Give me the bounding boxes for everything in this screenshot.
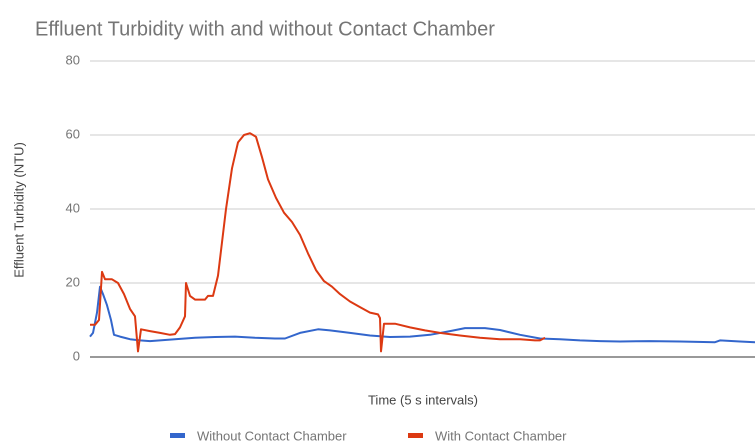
y-tick-label: 20: [66, 274, 80, 289]
y-tick-label: 80: [66, 52, 80, 67]
y-tick-label: 40: [66, 200, 80, 215]
legend-label: Without Contact Chamber: [197, 428, 347, 443]
legend-swatch: [170, 433, 185, 438]
series-line: [89, 285, 755, 344]
y-tick-label: 60: [66, 126, 80, 141]
legend-swatch: [408, 433, 423, 438]
x-axis-title: Time (5 s intervals): [368, 392, 478, 407]
y-tick-label: 0: [73, 348, 80, 363]
y-axis-title: Effluent Turbidity (NTU): [11, 142, 26, 278]
legend-label: With Contact Chamber: [435, 428, 567, 443]
series-line: [90, 132, 546, 353]
chart-title: Effluent Turbidity with and without Cont…: [35, 18, 495, 40]
